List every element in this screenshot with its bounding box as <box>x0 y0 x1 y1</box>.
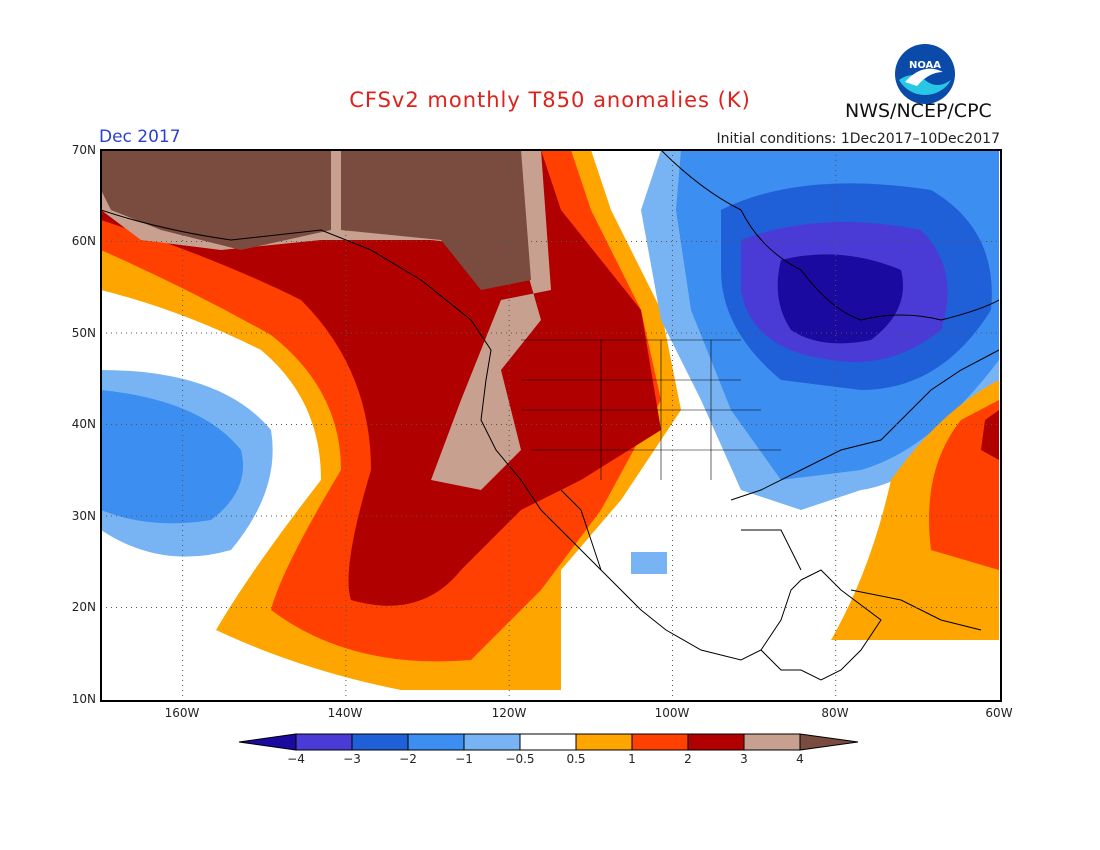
lon-label-120w: 120W <box>491 706 527 720</box>
initial-conditions: Initial conditions: 1Dec2017–10Dec2017 <box>716 131 1000 147</box>
legend-tick-label: −2 <box>399 752 417 766</box>
legend-box <box>407 733 465 751</box>
lat-label-10n: 10N <box>71 692 96 706</box>
atlantic-warm-core-region <box>929 400 999 570</box>
legend-tick-label: −1 <box>455 752 473 766</box>
lon-label-100w: 100W <box>654 706 690 720</box>
chart-title: CFSv2 monthly T850 anomalies (K) <box>349 88 751 112</box>
legend-box <box>463 733 521 751</box>
legend-tick-label: −3 <box>343 752 361 766</box>
lat-label-20n: 20N <box>71 600 96 614</box>
lon-label-140w: 140W <box>327 706 363 720</box>
svg-text:NOAA: NOAA <box>909 60 941 71</box>
legend-tick-label: −0.5 <box>505 752 535 766</box>
legend-tick-label: 3 <box>740 752 748 766</box>
gulf-cold-patch <box>631 552 667 574</box>
anomaly-minus-4-region <box>777 254 903 344</box>
legend-box <box>687 733 745 751</box>
state-borders <box>521 339 781 480</box>
legend-box <box>631 733 689 751</box>
lon-label-80w: 80W <box>821 706 849 720</box>
legend-box <box>743 733 801 751</box>
legend-box <box>575 733 633 751</box>
legend-box <box>351 733 409 751</box>
pacific-cold-core-region <box>101 390 243 524</box>
lat-label-50n: 50N <box>71 326 96 340</box>
lat-label-40n: 40N <box>71 417 96 431</box>
agency-label: NWS/NCEP/CPC <box>845 100 992 122</box>
legend-tick-label: 2 <box>684 752 692 766</box>
legend-arrow-low <box>238 733 297 751</box>
legend-tick-label: −4 <box>287 752 305 766</box>
lon-label-160w: 160W <box>164 706 200 720</box>
lat-label-30n: 30N <box>71 509 96 523</box>
legend-arrow-high <box>799 733 859 751</box>
legend-box <box>519 733 577 751</box>
forecast-month: Dec 2017 <box>99 127 181 147</box>
legend-tick-label: 4 <box>796 752 804 766</box>
lat-label-70n: 70N <box>71 143 96 157</box>
color-legend <box>238 733 862 755</box>
noaa-logo: NOAA <box>893 42 957 110</box>
legend-tick-label: 0.5 <box>566 752 586 766</box>
legend-box <box>295 733 353 751</box>
coastlines <box>101 150 999 681</box>
anomaly-map <box>101 150 999 699</box>
atlantic-warm-peak-region <box>981 410 999 460</box>
lon-label-60w: 60W <box>985 706 1013 720</box>
legend-tick-label: 1 <box>628 752 636 766</box>
anomaly-above-4-region <box>101 150 531 290</box>
lat-label-60n: 60N <box>71 234 96 248</box>
